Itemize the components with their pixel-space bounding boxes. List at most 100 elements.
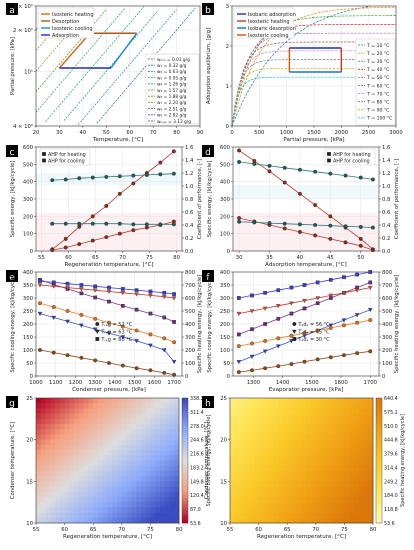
heatmap-cell [169, 450, 175, 456]
heatmap-cell [102, 476, 108, 482]
heatmap-cell [253, 424, 259, 430]
heatmap-cell [107, 470, 113, 477]
colorbar-tick-label: 311.4 [190, 410, 204, 416]
heatmap-cell [263, 450, 269, 456]
heatmap-cell [159, 418, 165, 425]
heatmap-cell [150, 460, 156, 467]
x-tick-label: 90 [197, 130, 204, 136]
heatmap-cell [74, 496, 80, 503]
heatmap-cell [121, 444, 127, 451]
heatmap-cell [263, 507, 269, 513]
legend-marker [42, 158, 46, 163]
colorbar-step [376, 513, 382, 518]
heatmap-cell [353, 507, 359, 513]
heatmap-cell [88, 398, 94, 404]
heatmap-cell [239, 444, 245, 451]
heatmap-cell [74, 481, 80, 487]
heatmap-cell [244, 408, 250, 414]
colorbar-step [376, 476, 382, 480]
x-tick-label: 75 [341, 527, 348, 533]
heatmap-cell [325, 434, 331, 440]
colorbar-step [376, 498, 382, 502]
heatmap-cell [107, 486, 113, 493]
colorbar-step [182, 448, 188, 452]
heatmap-cell [59, 470, 65, 477]
heatmap-cell [36, 408, 42, 414]
heatmap-cell [136, 439, 142, 446]
data-point [263, 290, 267, 295]
heatmap-cell [234, 507, 240, 513]
heatmap-cell [334, 455, 340, 461]
heatmap-cell [253, 507, 259, 513]
legend-label: Isosteric heating [248, 19, 290, 25]
heatmap-cell [339, 413, 345, 420]
heatmap-cell [344, 502, 350, 508]
heatmap-cell [150, 413, 156, 420]
heatmap-cell [282, 444, 288, 451]
heatmap-cell [140, 424, 146, 430]
heatmap-cell [334, 496, 340, 503]
heatmap-cell [363, 512, 369, 519]
heatmap-cell [253, 398, 259, 404]
heatmap-cell [291, 470, 298, 477]
heatmap-cell [59, 476, 65, 482]
heatmap-cell [50, 486, 56, 493]
heatmap-cell [121, 507, 127, 513]
heatmap-cell [330, 517, 336, 524]
isostere-line [63, 10, 159, 121]
colorbar-step [376, 432, 382, 436]
heatmap-cell [320, 439, 326, 446]
colorbar-step [182, 485, 188, 489]
heatmap-cell [59, 460, 65, 467]
heatmap-cell [296, 398, 302, 404]
heatmap-cell [349, 424, 355, 430]
heatmap-cell [277, 403, 283, 409]
data-point [236, 332, 241, 337]
heatmap-cell [45, 481, 51, 487]
data-point [37, 311, 43, 317]
heatmap-cell [296, 413, 302, 420]
heatmap-cell [64, 434, 70, 440]
heatmap-cell [145, 517, 151, 524]
heatmap-cell [258, 444, 264, 451]
data-point [65, 281, 70, 286]
colorbar-label: Specific heating energy, [kJ/kg/cycle] [400, 414, 406, 507]
heatmap-cell [50, 429, 56, 435]
heatmap-cell [59, 418, 65, 425]
heatmap-cell [64, 470, 70, 477]
heatmap-cell [121, 481, 127, 487]
heatmap-cell [112, 491, 118, 498]
x-tick-label: 1400 [276, 380, 290, 386]
colorbar-step [376, 438, 382, 443]
heatmap-cell [306, 434, 312, 440]
data-point [51, 305, 56, 310]
colorbar-frame [375, 397, 383, 524]
heatmap-cell [272, 486, 278, 493]
heatmap-cell [330, 476, 336, 482]
heatmap-cell [74, 512, 80, 519]
data-point [267, 163, 272, 168]
heatmap-cell [93, 481, 99, 487]
heatmap-cell [239, 460, 245, 467]
heatmap-cell [55, 481, 61, 487]
data-point [328, 323, 334, 328]
data-point [328, 171, 333, 176]
heatmap-cell [368, 507, 374, 513]
heatmap-cell [234, 496, 240, 503]
heatmap-cell [169, 429, 175, 435]
colorbar-step [376, 435, 382, 439]
heatmap-cell [169, 439, 175, 446]
data-point [107, 361, 111, 365]
heatmap-cell [230, 418, 236, 425]
legend-label: w₈ = 2.51 g/g [157, 106, 187, 112]
heatmap-cell [164, 491, 170, 498]
y-tick-label: 200 [23, 322, 34, 328]
heatmap-cell [334, 470, 340, 477]
heatmap-cell [50, 491, 56, 498]
heatmap-cell [78, 439, 84, 446]
heatmap-cell [339, 512, 345, 519]
heatmap-cell [234, 517, 240, 524]
heatmap-cell [272, 481, 278, 487]
x-tick-label: 80 [173, 130, 180, 136]
heatmap-cell [353, 408, 359, 414]
